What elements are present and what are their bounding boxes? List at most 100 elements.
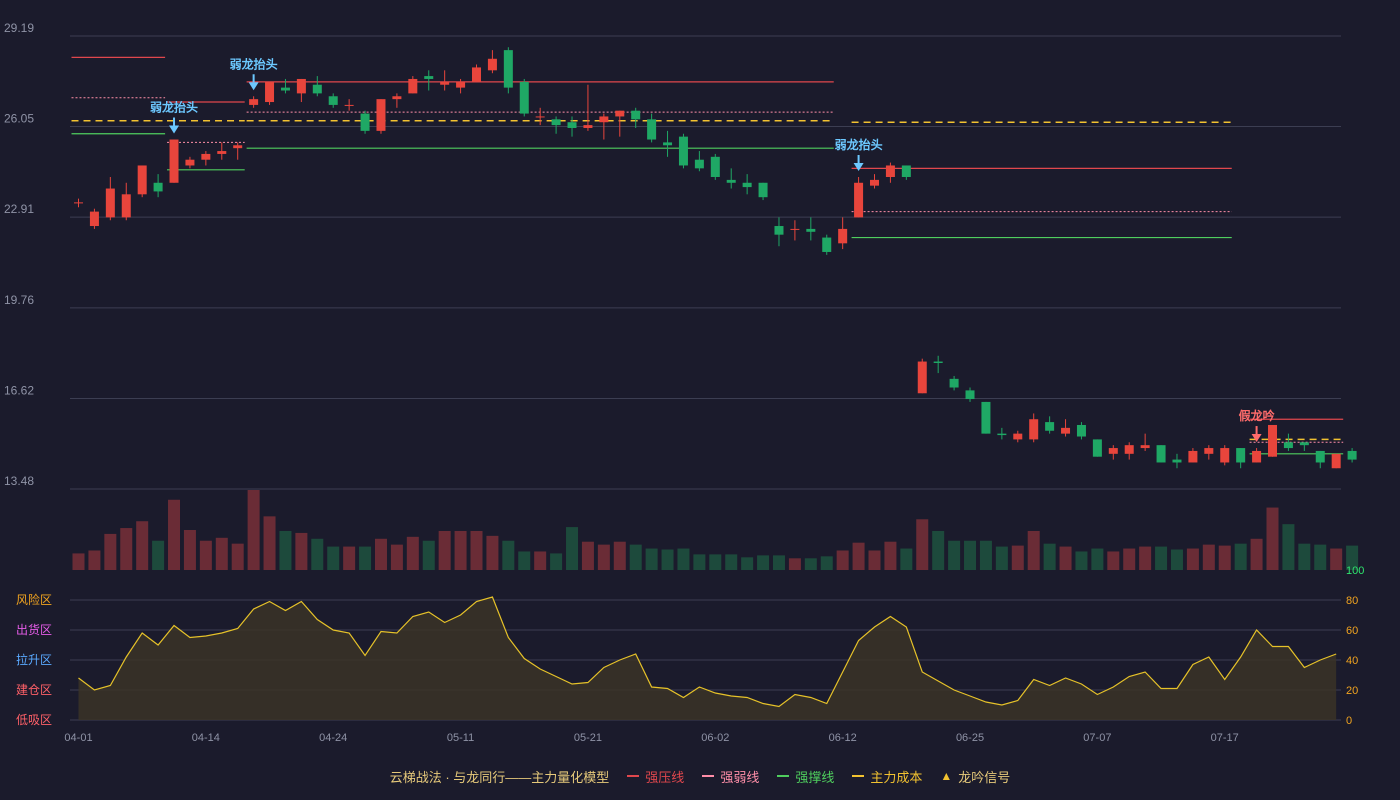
volume-bar — [470, 530, 483, 570]
candle-body — [344, 104, 354, 106]
candle-body — [535, 116, 545, 118]
signal-label: 弱龙抬头 — [150, 100, 198, 115]
volume-bar — [757, 555, 770, 570]
candle-body — [1204, 448, 1214, 454]
candle-body — [472, 67, 481, 82]
candle-body — [1220, 448, 1230, 463]
legend-item-signal[interactable]: ▲ 龙吟信号 — [940, 767, 1010, 786]
candle-body — [838, 228, 848, 244]
candle-body — [726, 179, 736, 183]
volume-bar — [1298, 543, 1311, 570]
signal-arrow-icon — [853, 163, 864, 172]
volume-bar — [534, 551, 547, 570]
candle-body — [933, 361, 943, 363]
candle-body — [1061, 427, 1071, 434]
signal-label: 弱龙抬头 — [230, 56, 278, 71]
volume-bar — [932, 530, 945, 570]
volume-bar — [1123, 548, 1136, 570]
volume-bar — [629, 544, 642, 570]
candle-body — [1315, 450, 1325, 463]
volume-bar — [1155, 546, 1168, 570]
candle-body — [1188, 450, 1198, 463]
candle-body — [1283, 442, 1293, 449]
candle-body — [137, 165, 147, 195]
legend-title: 云梯战法 · 与龙同行——主力量化模型 — [389, 769, 610, 785]
volume-bar — [72, 553, 85, 570]
candle-body — [503, 50, 513, 88]
volume-bar — [1139, 546, 1152, 570]
legend-item-strong-press[interactable]: 强压线 — [627, 767, 684, 786]
candle-body — [885, 165, 895, 178]
legend-item-support[interactable]: 强撑线 — [777, 767, 834, 786]
volume-bar — [104, 533, 117, 570]
volume-bar — [1266, 507, 1279, 570]
volume-bar — [566, 527, 579, 570]
y-tick-label: 19.76 — [4, 293, 34, 307]
x-tick-label: 04-01 — [64, 732, 92, 744]
candle-body — [233, 145, 243, 149]
candle-body — [981, 401, 991, 434]
volume-bar — [820, 556, 833, 570]
candle-body — [1252, 450, 1262, 463]
volume-bar — [868, 550, 881, 570]
volume-bar — [390, 544, 403, 570]
volume-bar — [1346, 545, 1359, 570]
volume-bar — [613, 541, 626, 570]
candle-body — [121, 194, 131, 218]
candle-body — [74, 202, 83, 204]
candle-body — [997, 433, 1007, 436]
x-tick-label: 06-25 — [956, 732, 984, 744]
legend-item-cost[interactable]: 主力成本 — [852, 767, 922, 786]
candle-body — [217, 151, 227, 154]
candle-body — [89, 211, 99, 227]
volume-bar — [995, 546, 1008, 570]
candle-body — [1045, 422, 1055, 431]
y-tick-label: 26.05 — [4, 112, 34, 126]
volume-bar — [518, 551, 531, 570]
candle-body — [169, 139, 179, 183]
volume-bar — [406, 536, 419, 570]
candle-body — [424, 76, 434, 79]
candle-body — [567, 122, 577, 128]
volume-bar — [741, 557, 754, 570]
volume-bar — [374, 538, 387, 570]
volume-bar — [438, 530, 451, 570]
volume-bar — [1027, 530, 1040, 570]
x-tick-label: 05-21 — [574, 732, 602, 744]
candle-body — [663, 142, 673, 146]
candle-body — [599, 116, 609, 123]
volume-bar — [788, 558, 801, 570]
volume-bar — [120, 528, 133, 570]
x-tick-label: 04-14 — [192, 732, 220, 744]
candle-body — [551, 119, 561, 126]
candle-body — [583, 125, 593, 128]
volume-bar — [693, 554, 706, 570]
volume-bar — [772, 555, 785, 570]
candle-body — [790, 228, 800, 230]
osc-zone-label: 出货区 — [16, 622, 52, 637]
osc-tick-label: 0 — [1346, 715, 1352, 727]
volume-bar — [343, 546, 356, 570]
candle-body — [742, 182, 752, 188]
candle-body — [1029, 419, 1039, 440]
osc-tick-label: 100 — [1346, 565, 1364, 577]
candle-body — [1236, 448, 1246, 463]
candle-body — [249, 99, 259, 105]
volume-bar — [1091, 548, 1104, 570]
candle-body — [1124, 445, 1134, 454]
candle-body — [774, 226, 784, 235]
legend-item-weak-line[interactable]: 强弱线 — [702, 767, 759, 786]
x-tick-label: 04-24 — [319, 732, 347, 744]
candle-body — [1076, 424, 1086, 437]
candle-body — [1331, 453, 1341, 469]
volume-bar — [231, 543, 244, 570]
volume-bar — [1202, 544, 1215, 570]
y-tick-label: 16.62 — [4, 383, 34, 397]
signal-label: 弱龙抬头 — [835, 137, 883, 152]
triangle-icon: ▲ — [940, 769, 953, 783]
volume-bar — [279, 530, 292, 570]
candle-body — [1013, 433, 1023, 440]
candle-body — [1172, 459, 1182, 463]
volume-bar — [1250, 538, 1263, 570]
volume-bar — [1234, 543, 1247, 570]
